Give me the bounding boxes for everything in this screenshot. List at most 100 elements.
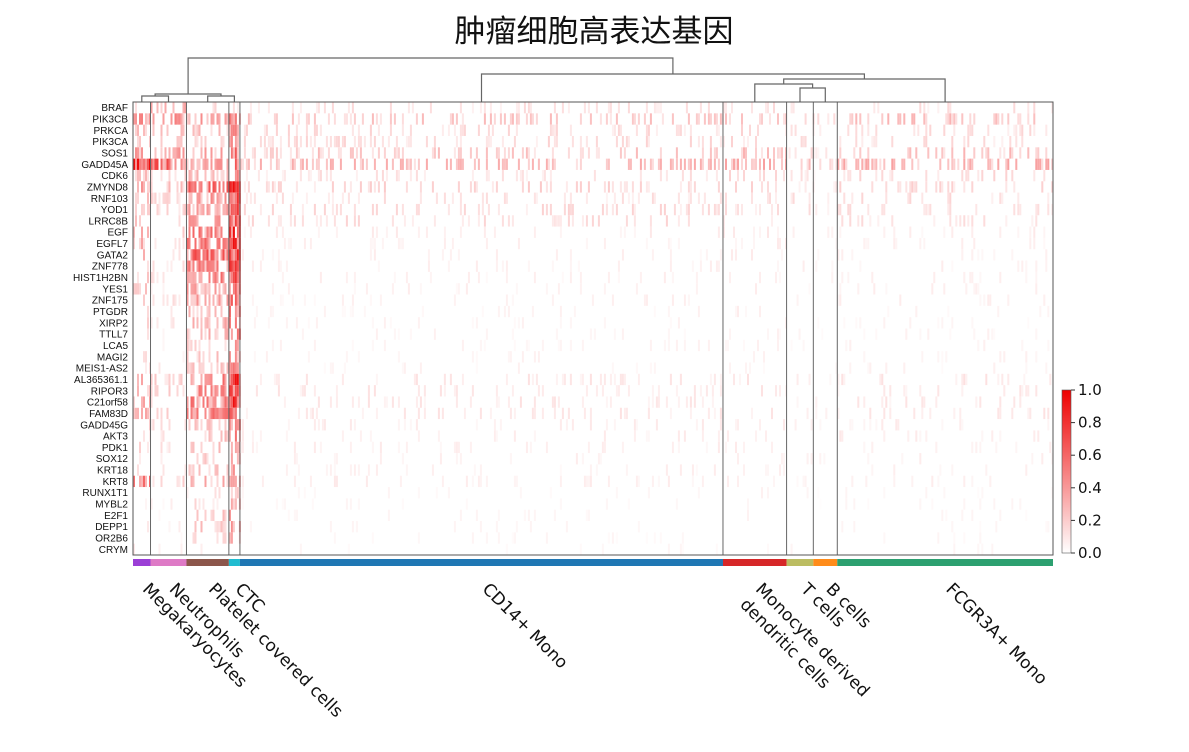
heatmap-cell xyxy=(527,158,530,170)
heatmap-cell xyxy=(194,521,197,533)
heatmap-cell xyxy=(601,385,604,397)
heatmap-cell xyxy=(741,203,743,216)
heatmap-cell xyxy=(559,226,562,238)
heatmap-cell xyxy=(669,260,672,272)
heatmap-cell xyxy=(961,237,964,250)
heatmap-cell xyxy=(677,237,680,250)
heatmap-cell xyxy=(635,419,638,431)
heatmap-cell xyxy=(767,192,769,204)
heatmap-cell xyxy=(783,453,785,465)
heatmap-cell xyxy=(156,385,159,397)
heatmap-cell xyxy=(735,181,737,193)
heatmap-cell xyxy=(1001,192,1004,204)
heatmap-cell xyxy=(228,362,231,374)
heatmap-cell xyxy=(903,385,906,397)
heatmap-cell xyxy=(323,305,326,318)
heatmap-cell xyxy=(204,135,207,148)
heatmap-cell xyxy=(923,396,926,408)
heatmap-cell xyxy=(147,407,149,420)
heatmap-cell xyxy=(889,407,892,420)
heatmap-cell xyxy=(216,192,219,204)
heatmap-cell xyxy=(168,192,171,204)
heatmap-cell xyxy=(619,226,622,238)
heatmap-cell xyxy=(212,271,215,284)
heatmap-cell xyxy=(220,362,223,374)
heatmap-cell xyxy=(265,124,268,136)
heatmap-cell xyxy=(375,373,378,386)
heatmap-cell xyxy=(133,475,135,488)
heatmap-cell xyxy=(835,181,838,193)
heatmap-cell xyxy=(216,351,219,363)
heatmap-cell xyxy=(863,158,866,170)
heatmap-cell xyxy=(695,419,698,431)
heatmap-cell xyxy=(777,203,779,216)
heatmap-cell xyxy=(198,271,201,284)
heatmap-cell xyxy=(806,169,809,182)
heatmap-cell xyxy=(551,260,554,272)
heatmap-cell xyxy=(329,135,332,148)
heatmap-cell xyxy=(790,124,793,136)
heatmap-cell xyxy=(929,203,932,216)
heatmap-cell xyxy=(297,147,300,159)
heatmap-cell xyxy=(459,102,462,114)
heatmap-cell xyxy=(160,158,163,170)
heatmap-cell xyxy=(190,192,193,204)
heatmap-cell xyxy=(465,498,468,510)
heatmap-cell xyxy=(817,317,820,329)
heatmap-cell xyxy=(206,260,209,272)
heatmap-cell xyxy=(188,464,191,476)
heatmap-cell xyxy=(785,147,787,159)
gene-labels: BRAFPIK3CBPRKCAPIK3CASOS1GADD45ACDK6ZMYN… xyxy=(73,103,128,556)
heatmap-cell xyxy=(867,362,870,374)
heatmap-cell xyxy=(172,317,175,329)
heatmap-cell xyxy=(241,475,244,488)
heatmap-cell xyxy=(1001,373,1004,386)
heatmap-cell xyxy=(1007,294,1010,306)
heatmap-cell xyxy=(204,294,207,306)
heatmap-cell xyxy=(192,215,195,227)
heatmap-cell xyxy=(553,407,556,420)
heatmap-cell xyxy=(186,260,189,272)
heatmap-cell xyxy=(523,509,526,522)
heatmap-cell xyxy=(145,362,147,374)
heatmap-cell xyxy=(893,464,896,476)
heatmap-cell xyxy=(499,113,502,125)
heatmap-cell xyxy=(665,396,668,408)
heatmap-cell xyxy=(359,158,362,170)
heatmap-cell xyxy=(967,215,970,227)
heatmap-cell xyxy=(335,453,338,465)
heatmap-cell xyxy=(951,260,954,272)
heatmap-cell xyxy=(297,407,300,420)
heatmap-cell xyxy=(166,158,169,170)
heatmap-cell xyxy=(589,328,592,340)
heatmap-cell xyxy=(559,475,562,488)
heatmap-cell xyxy=(697,487,700,499)
heatmap-cell xyxy=(729,271,731,284)
heatmap-cell xyxy=(835,237,838,250)
heatmap-cell xyxy=(251,215,254,227)
heatmap-cell xyxy=(427,260,430,272)
heatmap-cell xyxy=(291,113,294,125)
heatmap-cell xyxy=(745,158,747,170)
heatmap-cell xyxy=(234,351,237,363)
heatmap-cell xyxy=(405,441,408,454)
heatmap-cell xyxy=(505,158,508,170)
heatmap-cell xyxy=(819,124,822,136)
heatmap-cell xyxy=(315,317,318,329)
heatmap-cell xyxy=(182,385,185,397)
heatmap-cell xyxy=(953,532,956,544)
heatmap-cell xyxy=(611,362,614,374)
heatmap-cell xyxy=(949,102,952,114)
heatmap-cell xyxy=(851,419,854,431)
heatmap-cell xyxy=(230,362,233,374)
heatmap-cell xyxy=(397,237,400,250)
heatmap-cell xyxy=(1027,317,1030,329)
heatmap-cell xyxy=(921,226,924,238)
heatmap-cell xyxy=(234,271,237,284)
heatmap-cell xyxy=(439,441,442,454)
heatmap-cell xyxy=(790,339,793,352)
heatmap-cell xyxy=(433,215,436,227)
heatmap-cell xyxy=(192,475,195,488)
heatmap-cell xyxy=(701,475,704,488)
heatmap-cell xyxy=(190,181,193,193)
